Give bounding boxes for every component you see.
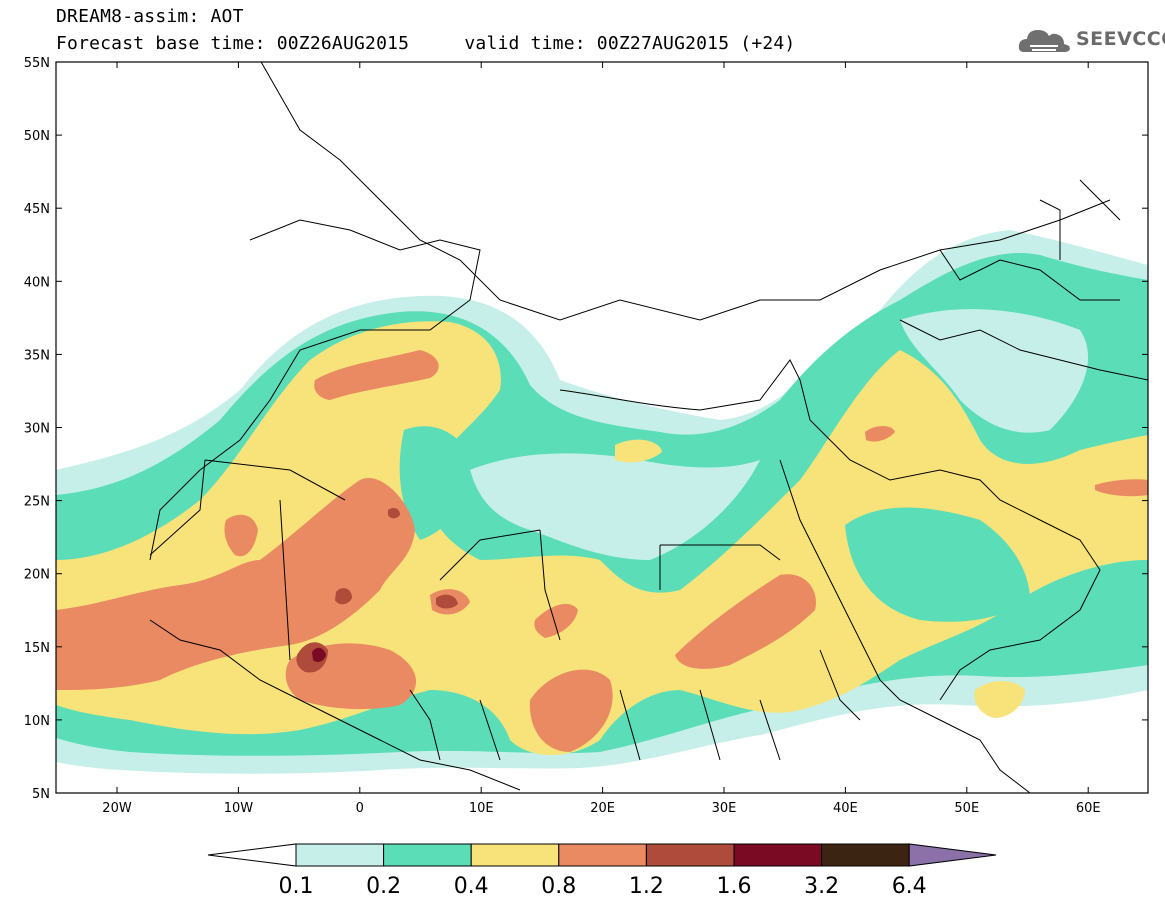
lat-label: 20N — [24, 568, 50, 583]
colorbar-tick-label: 1.6 — [717, 874, 752, 899]
title-forecast-times: Forecast base time: 00Z26AUG2015 valid t… — [56, 33, 796, 54]
colorbar: 0.1 0.2 0.4 0.8 1.2 1.6 3.2 6.4 — [207, 843, 997, 899]
lon-label: 0 — [356, 801, 364, 816]
country-borders — [149, 62, 1148, 793]
title-model-field: DREAM8-assim: AOT — [56, 6, 244, 27]
colorbar-segment — [470, 843, 560, 867]
lat-label: 55N — [24, 56, 50, 71]
aot-band-1.6 — [312, 647, 326, 663]
aot-band-0.8 — [56, 478, 415, 690]
lon-label: 10E — [469, 801, 494, 816]
lat-label: 40N — [24, 275, 50, 290]
colorbar-min-triangle — [207, 843, 297, 867]
lat-label: 45N — [24, 202, 50, 217]
lon-label: 20W — [102, 801, 132, 816]
cloud-icon — [1018, 30, 1070, 52]
colorbar-max-triangle — [908, 843, 997, 867]
colorbar-tick-label: 0.8 — [541, 874, 576, 899]
colorbar-segment — [821, 843, 910, 867]
lon-label: 40E — [833, 801, 858, 816]
colorbar-segment — [558, 843, 647, 867]
colorbar-tick-label: 0.1 — [279, 874, 314, 899]
lon-label: 60E — [1076, 801, 1101, 816]
lat-label: 5N — [32, 787, 50, 802]
lon-label: 50E — [954, 801, 979, 816]
lat-label: 35N — [24, 348, 50, 363]
longitude-axis: 20W 10W 0 10E 20E 30E 40E 50E 60E — [102, 62, 1101, 816]
colorbar-tick-label: 1.2 — [629, 874, 664, 899]
lon-label: 20E — [590, 801, 615, 816]
colorbar-segment — [383, 843, 472, 867]
colorbar-segment — [295, 843, 385, 867]
latitude-axis: 55N 50N 45N 40N 35N 30N 25N 20N 15N 10N 5N — [24, 56, 1148, 802]
colorbar-tick-label: 6.4 — [892, 874, 927, 899]
lon-label: 10W — [224, 801, 254, 816]
lat-label: 25N — [24, 495, 50, 510]
colorbar-tick-label: 3.2 — [804, 874, 839, 899]
lat-label: 10N — [24, 714, 50, 729]
lat-label: 50N — [24, 129, 50, 144]
lat-label: 15N — [24, 641, 50, 656]
colorbar-segment — [733, 843, 823, 867]
lon-label: 30E — [712, 801, 737, 816]
colorbar-tick-label: 0.2 — [366, 874, 401, 899]
lat-label: 30N — [24, 422, 50, 437]
logo-text: SEEVCCC — [1076, 28, 1165, 50]
colorbar-segment — [645, 843, 735, 867]
colorbar-tick-label: 0.4 — [454, 874, 489, 899]
aot-field — [56, 230, 1148, 774]
